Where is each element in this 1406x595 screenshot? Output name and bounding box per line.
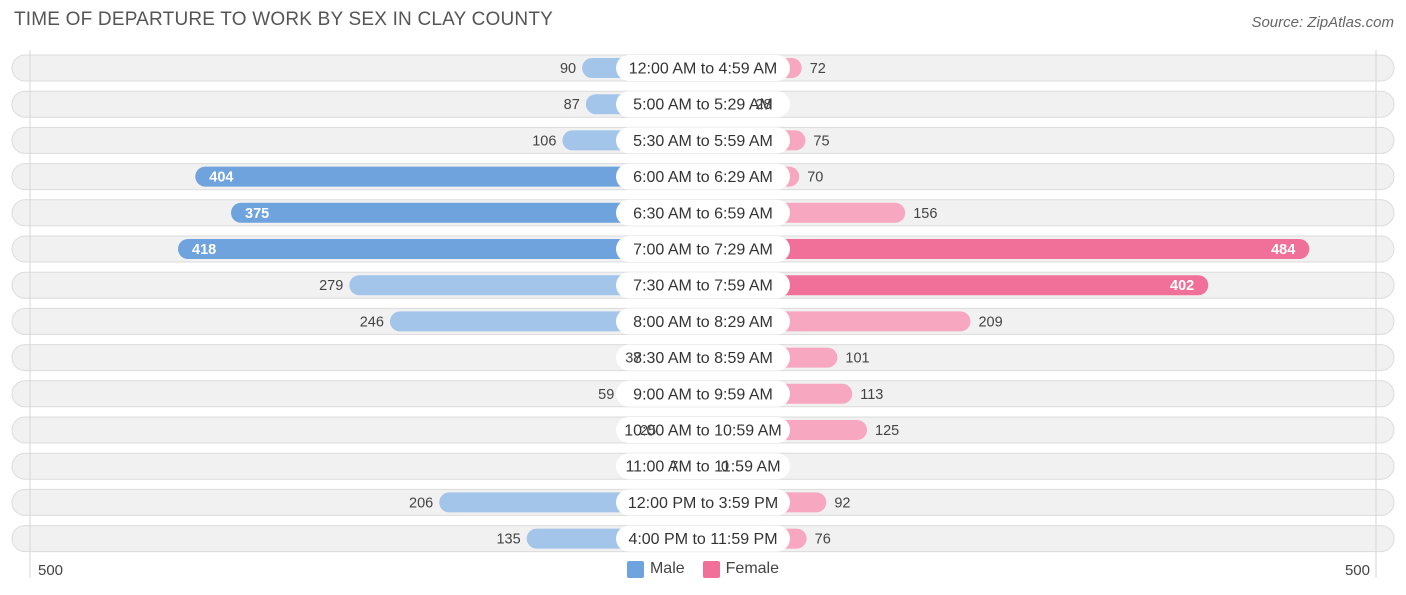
bar-male [231,202,703,223]
category-label: 10:00 AM to 10:59 AM [624,423,781,440]
legend: Male Female [0,560,1406,578]
bar-male [195,166,703,187]
category-label-bg [616,417,790,443]
category-label: 12:00 PM to 3:59 PM [628,495,778,512]
category-label-bg [616,55,790,81]
category-label: 12:00 AM to 4:59 AM [629,61,778,78]
category-label: 9:00 AM to 9:59 AM [633,386,773,403]
category-label-bg [616,272,790,299]
value-label-male: 25 [640,423,656,439]
chart-row: 6:00 AM to 6:29 AM 404 70 [11,163,1395,191]
value-label-male: 206 [409,495,433,511]
value-label-female: 101 [845,351,869,367]
category-label-bg [616,91,790,118]
chart-row: 6:30 AM to 6:59 AM 375 156 [11,199,1395,227]
category-label: 6:30 AM to 6:59 AM [633,205,773,222]
category-label-bg [616,199,790,226]
value-label-male: 418 [192,242,216,258]
category-label-bg [616,344,790,371]
chart-row: 8:00 AM to 8:29 AM 246 209 [11,307,1395,335]
axis-right-label: 500 [1344,562,1370,579]
chart-title: TIME OF DEPARTURE TO WORK BY SEX IN CLAY… [14,9,554,30]
category-label: 7:30 AM to 7:59 AM [633,278,773,295]
category-label-bg [616,163,790,190]
value-label-female: 113 [860,387,883,403]
bar-male [178,239,704,259]
value-label-male: 279 [319,278,343,294]
category-label-bg [616,525,790,552]
category-label: 6:00 AM to 6:29 AM [633,169,773,186]
value-label-female: 402 [1170,278,1194,294]
value-label-female: 209 [978,314,1002,330]
bar-female [703,239,1310,259]
category-label-bg [616,236,790,262]
category-label-bg [616,489,790,516]
category-label-bg [616,453,790,480]
legend-swatch-female [702,560,720,578]
chart-row: 7:30 AM to 7:59 AM 279 402 [11,271,1395,299]
value-label-male: 106 [532,133,556,149]
category-label-bg [616,308,790,335]
chart-row: 9:00 AM to 9:59 AM 59 113 [11,380,1395,408]
chart-row: 5:00 AM to 5:29 AM 87 28 [11,90,1395,118]
value-label-female: 156 [913,206,937,222]
legend-swatch-male [626,560,644,578]
value-label-male: 404 [209,170,233,186]
category-label: 5:00 AM to 5:29 AM [633,97,773,114]
value-label-female: 76 [815,532,831,548]
bar-male [349,275,703,296]
category-label: 11:00 AM to 11:59 AM [625,459,780,476]
category-label: 8:30 AM to 8:59 AM [633,350,773,367]
axis-left-label: 500 [38,562,64,579]
legend-label-male: Male [649,560,685,577]
chart-row: 11:00 AM to 11:59 AM7 0 [11,452,1395,480]
category-label: 5:30 AM to 5:59 AM [633,133,773,150]
value-label-female: 92 [834,495,850,511]
value-label-female: 28 [755,97,771,113]
legend-item-female[interactable]: Female [702,560,780,578]
value-label-female: 72 [810,61,826,77]
source-label: Source: ZipAtlas.com [1251,14,1394,31]
value-label-male: 246 [360,314,384,330]
value-label-female: 0 [721,459,729,475]
value-label-male: 90 [560,61,576,77]
value-label-male: 37 [625,351,641,367]
chart-row: 12:00 AM to 4:59 AM 90 72 [11,54,1395,82]
legend-item-male[interactable]: Male [626,560,685,578]
value-label-male: 375 [245,206,269,222]
category-label-bg [616,127,790,154]
bar-female [703,275,1209,296]
chart-row: 5:30 AM to 5:59 AM 106 75 [11,126,1395,154]
legend-label-female: Female [725,560,780,577]
value-label-male: 7 [670,459,678,475]
value-label-male: 87 [564,97,580,113]
value-label-male: 135 [496,532,520,548]
category-label-bg [616,380,790,407]
value-label-male: 59 [598,387,614,403]
value-label-female: 70 [807,170,823,186]
value-label-female: 125 [875,423,899,439]
category-label: 8:00 AM to 8:29 AM [633,314,773,331]
chart-row: 12:00 PM to 3:59 PM 206 92 [11,488,1395,516]
chart-row: 4:00 PM to 11:59 PM 135 76 [11,525,1395,553]
category-label: 7:00 AM to 7:29 AM [633,242,773,259]
chart-row: 7:00 AM to 7:29 AM 418 484 [11,235,1395,263]
value-label-female: 484 [1271,242,1295,258]
category-label: 4:00 PM to 11:59 PM [628,531,777,548]
value-label-female: 75 [813,133,829,149]
